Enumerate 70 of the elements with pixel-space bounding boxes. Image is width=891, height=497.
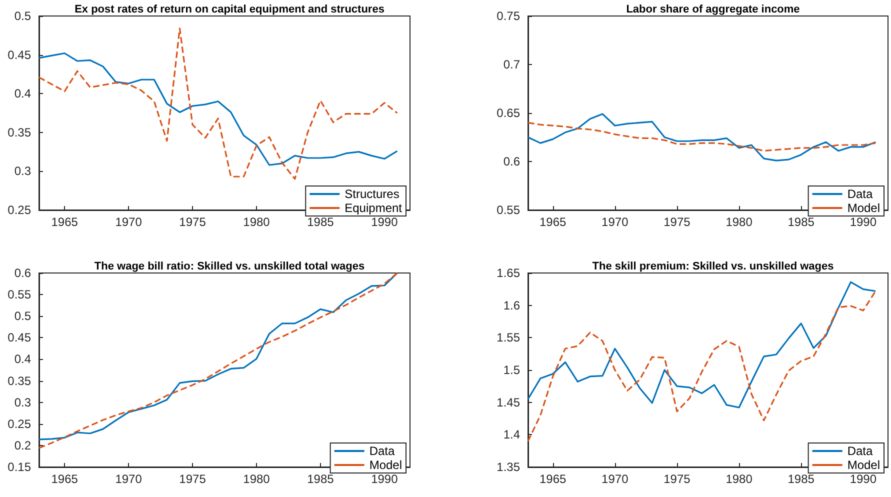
y-tick-label: 1.4 <box>503 428 520 442</box>
x-tick-label: 1970 <box>602 472 629 486</box>
y-tick-label: 0.35 <box>8 374 32 388</box>
line-series <box>38 28 398 180</box>
y-tick-label: 1.35 <box>496 460 520 474</box>
x-tick-label: 1985 <box>307 215 334 229</box>
x-tick-label: 1990 <box>371 472 398 486</box>
x-tick-label: 1990 <box>850 472 877 486</box>
y-tick-label: 0.25 <box>8 416 32 431</box>
y-tick-label: 0.55 <box>8 288 32 302</box>
y-tick-label: 0.5 <box>14 9 32 23</box>
x-tick-label: 1975 <box>179 215 206 229</box>
x-tick-label: 1985 <box>788 215 815 229</box>
y-tick-label: 0.75 <box>496 9 520 23</box>
line-series <box>527 122 876 152</box>
line-series <box>527 281 876 408</box>
x-tick-label: 1980 <box>726 215 753 229</box>
legend-label: Model <box>369 458 402 472</box>
y-tick-label: 0.25 <box>8 203 32 217</box>
x-tick-label: 1980 <box>726 472 753 486</box>
y-tick-label: 0.3 <box>14 395 32 410</box>
x-tick-label: 1990 <box>850 215 877 229</box>
y-tick-label: 1.65 <box>496 266 520 280</box>
y-tick-label: 0.4 <box>14 352 32 366</box>
y-tick-label: 0.4 <box>14 86 32 101</box>
line-series <box>38 52 398 166</box>
legend-label: Model <box>847 458 880 472</box>
y-tick-label: 0.45 <box>8 48 32 62</box>
x-tick-label: 1970 <box>115 472 142 486</box>
y-tick-label: 0.45 <box>8 330 32 345</box>
chart-title: Ex post rates of return on capital equipment and structures <box>74 4 384 16</box>
y-tick-label: 0.2 <box>14 438 32 452</box>
x-tick-label: 1965 <box>539 472 566 486</box>
x-tick-label: 1965 <box>539 215 566 229</box>
x-tick-label: 1975 <box>179 472 206 486</box>
x-tick-label: 1975 <box>664 215 691 229</box>
y-tick-label: 0.35 <box>8 125 32 140</box>
y-tick-label: 0.6 <box>14 266 32 280</box>
y-tick-label: 0.55 <box>496 203 520 217</box>
x-tick-label: 1965 <box>51 472 78 486</box>
y-tick-label: 0.6 <box>503 154 520 168</box>
chart-title: The wage bill ratio: Skilled vs. unskilled total wages <box>94 260 365 272</box>
y-tick-label: 1.6 <box>503 298 520 312</box>
line-series <box>527 290 876 442</box>
legend-label: Data <box>369 444 395 458</box>
y-tick-label: 0.65 <box>496 106 520 120</box>
y-tick-label: 0.7 <box>503 58 520 72</box>
y-tick-label: 0.15 <box>8 460 32 474</box>
x-tick-label: 1970 <box>115 215 142 229</box>
y-tick-label: 1.55 <box>496 330 520 345</box>
x-tick-label: 1965 <box>51 215 78 229</box>
y-tick-label: 0.5 <box>14 309 32 324</box>
legend-label: Data <box>847 187 873 201</box>
x-tick-label: 1980 <box>243 472 270 486</box>
line-series <box>527 113 876 162</box>
legend-label: Structures <box>344 187 400 201</box>
x-tick-label: 1990 <box>371 215 398 229</box>
x-tick-label: 1985 <box>788 472 815 486</box>
chart-title: Labor share of aggregate income <box>626 4 800 16</box>
x-tick-label: 1985 <box>307 472 334 486</box>
chart-title: The skill premium: Skilled vs. unskilled wages <box>592 260 834 272</box>
legend-label: Equipment <box>344 201 403 215</box>
y-tick-label: 0.3 <box>14 164 32 178</box>
x-tick-label: 1970 <box>602 215 629 229</box>
legend-label: Data <box>847 444 873 458</box>
x-tick-label: 1975 <box>664 472 691 486</box>
legend-label: Model <box>847 201 880 215</box>
y-tick-label: 1.5 <box>503 363 520 377</box>
x-tick-label: 1980 <box>243 215 270 229</box>
y-tick-label: 1.45 <box>496 395 520 410</box>
